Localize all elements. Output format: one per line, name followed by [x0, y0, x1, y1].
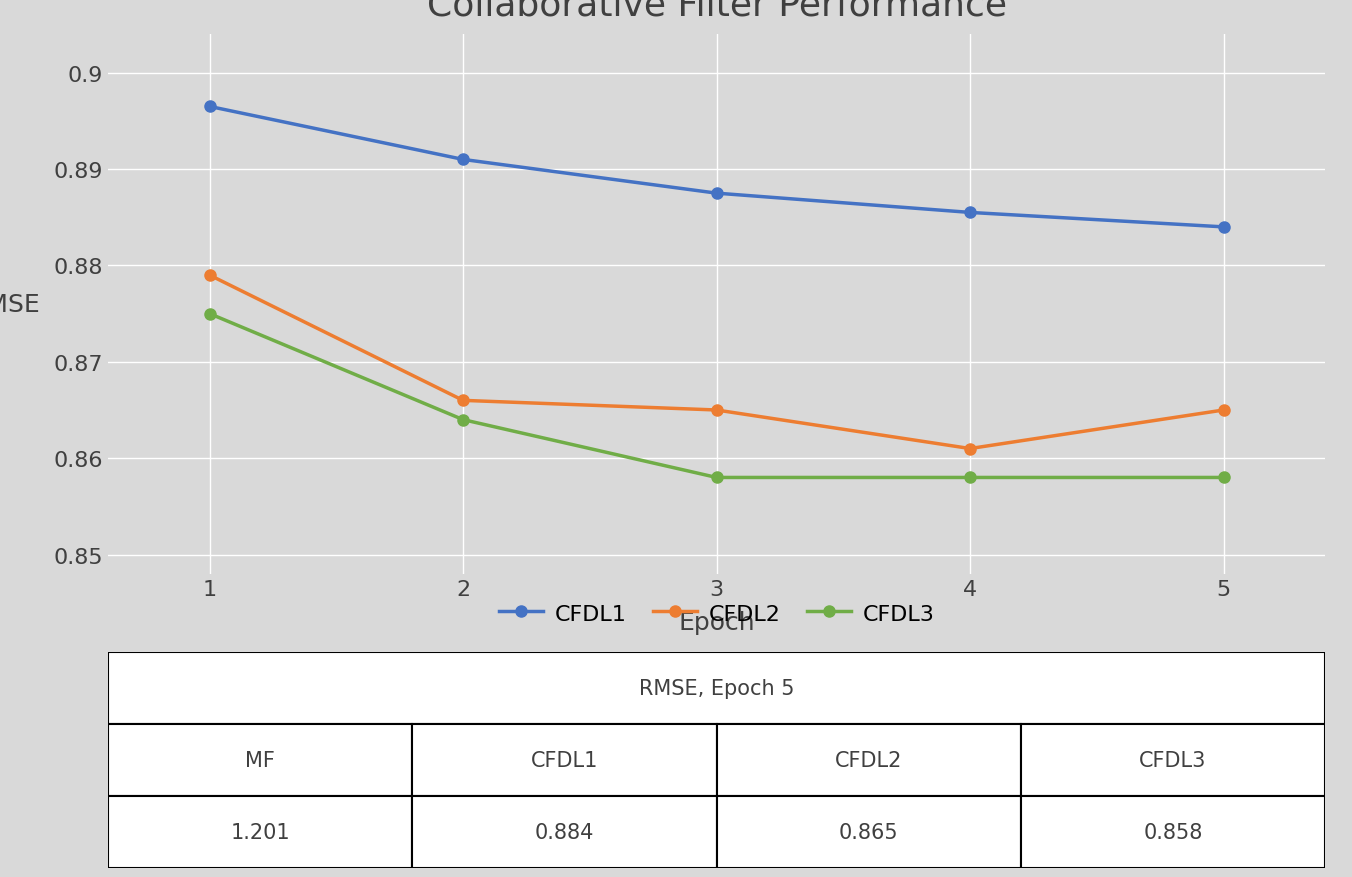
- FancyBboxPatch shape: [412, 796, 717, 868]
- X-axis label: Epoch: Epoch: [679, 610, 754, 634]
- FancyBboxPatch shape: [1021, 796, 1325, 868]
- Line: CFDL3: CFDL3: [204, 309, 1229, 483]
- CFDL2: [708, 405, 725, 416]
- Line: CFDL2: CFDL2: [204, 270, 1229, 454]
- FancyBboxPatch shape: [717, 724, 1021, 796]
- FancyBboxPatch shape: [1021, 724, 1325, 796]
- Text: 1.201: 1.201: [230, 823, 291, 842]
- FancyBboxPatch shape: [717, 796, 1021, 868]
- CFDL3: [201, 309, 218, 319]
- CFDL2: [201, 270, 218, 281]
- CFDL3: [708, 473, 725, 483]
- CFDL3: [1215, 473, 1232, 483]
- CFDL2: [454, 396, 470, 406]
- Text: 0.884: 0.884: [535, 823, 594, 842]
- FancyBboxPatch shape: [108, 796, 412, 868]
- Text: CFDL3: CFDL3: [1140, 751, 1206, 770]
- CFDL1: [708, 189, 725, 199]
- FancyBboxPatch shape: [412, 724, 717, 796]
- Y-axis label: RMSE: RMSE: [0, 293, 41, 317]
- Text: 0.858: 0.858: [1144, 823, 1202, 842]
- FancyBboxPatch shape: [108, 652, 1325, 724]
- CFDL1: [201, 102, 218, 112]
- CFDL1: [961, 208, 977, 218]
- FancyBboxPatch shape: [108, 724, 412, 796]
- Text: MF: MF: [245, 751, 276, 770]
- CFDL1: [454, 155, 470, 166]
- Text: CFDL2: CFDL2: [836, 751, 902, 770]
- Title: Collaborative Filter Performance: Collaborative Filter Performance: [427, 0, 1006, 23]
- Text: RMSE, Epoch 5: RMSE, Epoch 5: [638, 679, 795, 698]
- Text: CFDL1: CFDL1: [531, 751, 598, 770]
- CFDL2: [1215, 405, 1232, 416]
- CFDL3: [454, 415, 470, 425]
- Legend: CFDL1, CFDL2, CFDL3: CFDL1, CFDL2, CFDL3: [489, 594, 944, 633]
- CFDL3: [961, 473, 977, 483]
- Text: 0.865: 0.865: [838, 823, 899, 842]
- Line: CFDL1: CFDL1: [204, 102, 1229, 233]
- CFDL1: [1215, 223, 1232, 233]
- CFDL2: [961, 444, 977, 454]
